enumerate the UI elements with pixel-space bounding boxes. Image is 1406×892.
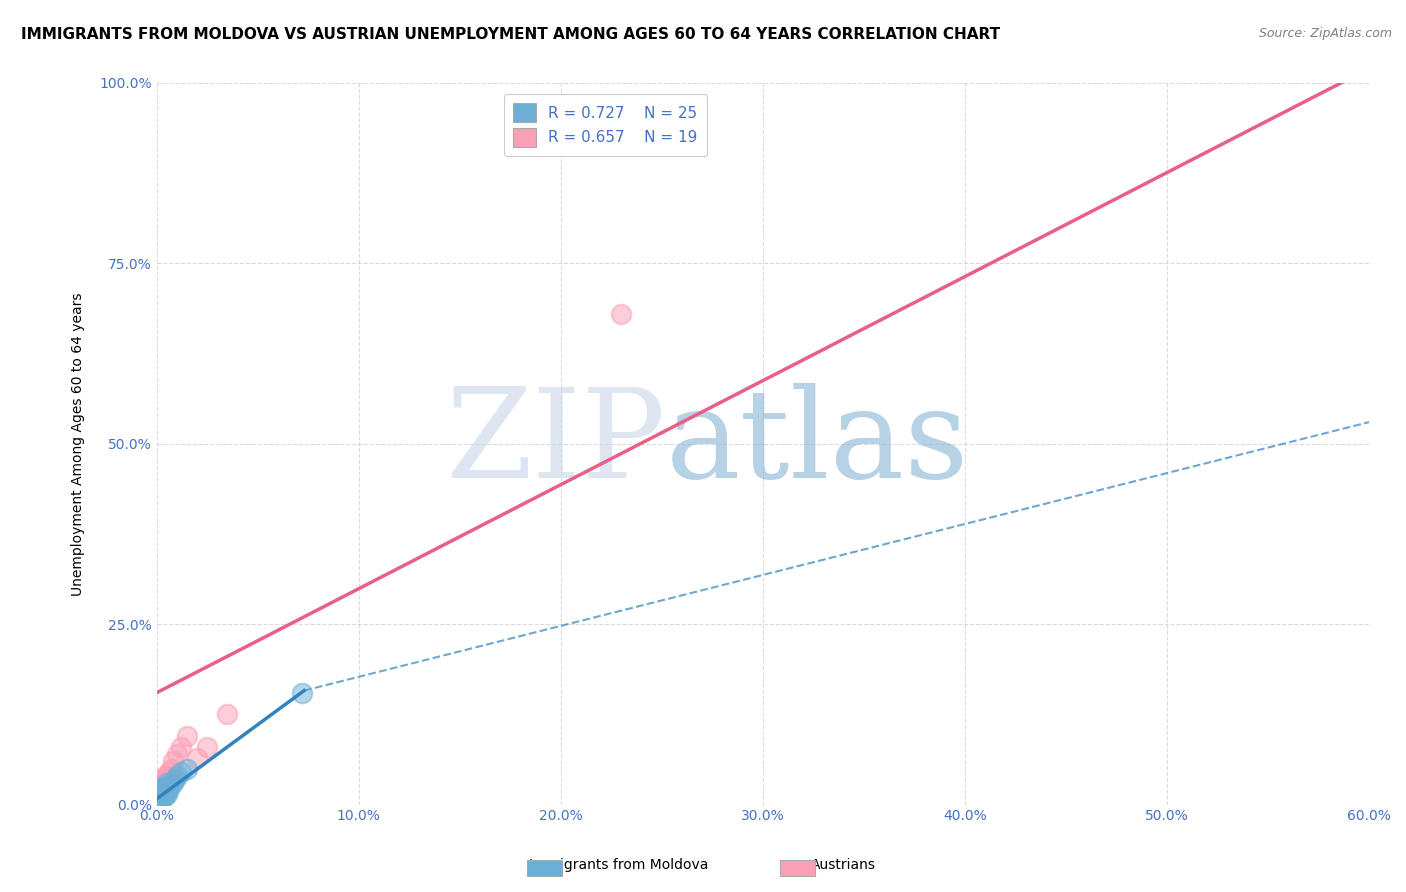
Point: [148, 784, 170, 798]
Text: Austrians: Austrians: [811, 858, 876, 872]
Point: [152, 787, 174, 801]
Point: [291, 686, 314, 700]
Point: [162, 776, 184, 790]
Text: IMMIGRANTS FROM MOLDOVA VS AUSTRIAN UNEMPLOYMENT AMONG AGES 60 TO 64 YEARS CORRE: IMMIGRANTS FROM MOLDOVA VS AUSTRIAN UNEM…: [21, 27, 1000, 42]
Text: Source: ZipAtlas.com: Source: ZipAtlas.com: [1258, 27, 1392, 40]
Point: [186, 750, 208, 764]
Point: [176, 762, 198, 776]
Point: [148, 794, 170, 808]
Point: [148, 780, 170, 794]
Point: [153, 769, 176, 783]
Point: [166, 747, 188, 761]
Point: [170, 765, 193, 780]
Point: [152, 790, 174, 805]
Point: [153, 784, 176, 798]
Point: [159, 777, 181, 791]
Point: [159, 762, 181, 776]
Point: [157, 781, 180, 796]
Point: [152, 780, 174, 794]
Point: [149, 783, 172, 797]
Point: [149, 776, 172, 790]
Point: [156, 787, 179, 801]
Point: [149, 789, 172, 803]
Point: [152, 780, 174, 794]
Point: [166, 769, 188, 783]
Point: [148, 787, 170, 801]
Point: [163, 772, 186, 787]
Point: [176, 729, 198, 743]
Point: [148, 790, 170, 805]
Point: [610, 307, 633, 321]
Text: ZIP: ZIP: [446, 384, 666, 504]
Point: [152, 783, 174, 797]
Point: [195, 739, 218, 754]
Point: [156, 783, 179, 797]
Point: [149, 792, 172, 806]
Text: atlas: atlas: [666, 384, 969, 504]
Point: [152, 772, 174, 787]
Point: [153, 789, 176, 803]
Point: [156, 776, 179, 790]
Point: [149, 784, 172, 798]
Y-axis label: Unemployment Among Ages 60 to 64 years: Unemployment Among Ages 60 to 64 years: [72, 292, 86, 596]
Point: [217, 707, 239, 722]
Point: [156, 769, 179, 783]
Legend: R = 0.727    N = 25, R = 0.657    N = 19: R = 0.727 N = 25, R = 0.657 N = 19: [503, 95, 707, 156]
Text: Immigrants from Moldova: Immigrants from Moldova: [529, 858, 709, 872]
Point: [149, 781, 172, 796]
Point: [153, 780, 176, 794]
Point: [157, 765, 180, 780]
Point: [153, 776, 176, 790]
Point: [162, 754, 184, 768]
Point: [170, 739, 193, 754]
